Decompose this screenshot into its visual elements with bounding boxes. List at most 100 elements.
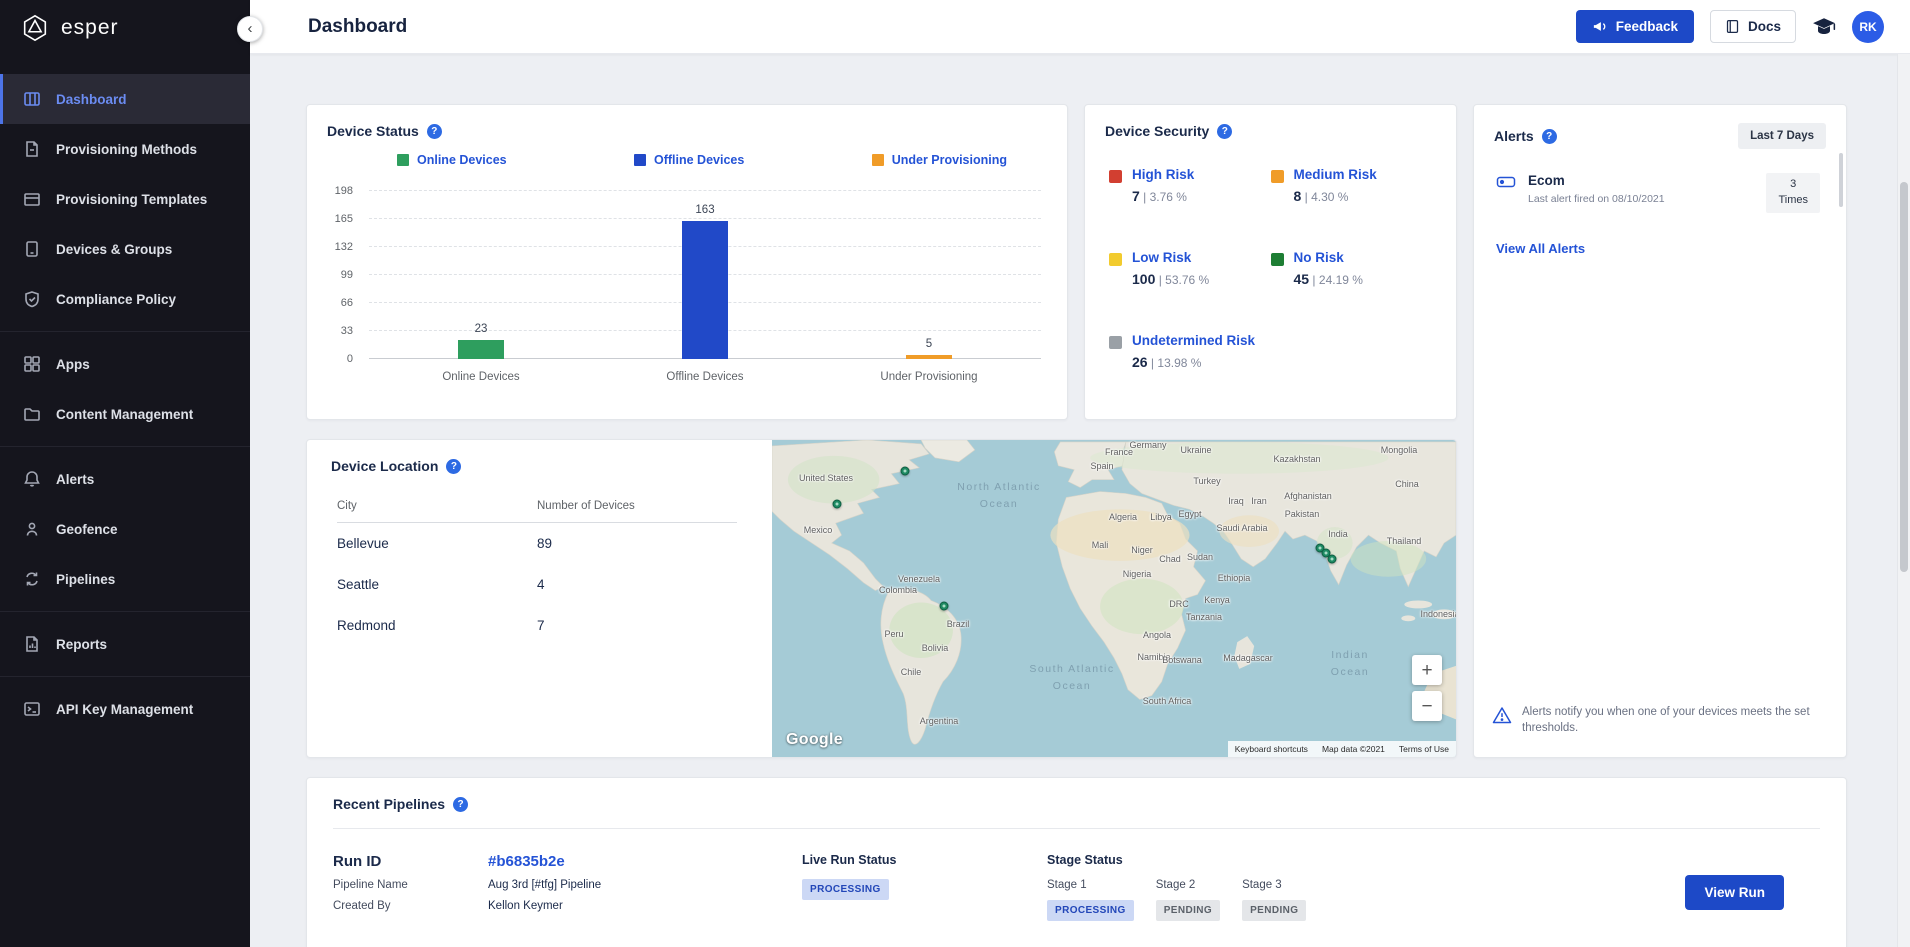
sidebar-collapse-button[interactable]: ‹ [237,16,263,42]
risk-label[interactable]: Low Risk [1132,250,1192,265]
zoom-in-button[interactable]: + [1412,655,1442,685]
country-label: Argentina [919,716,959,726]
country-label: Iraq [1228,496,1244,506]
feedback-label: Feedback [1615,19,1678,34]
country-label: Algeria [1108,512,1138,522]
bar-online-devices [458,339,504,359]
risk-label[interactable]: No Risk [1293,250,1344,265]
main-area: Dashboard Feedback Docs RK Device Status [250,0,1910,947]
geofence-person-icon [26,522,38,536]
device-status-yaxis: 0 33 66 99 132 165 198 [334,185,353,365]
device-status-card: Device Status ? Online Devices Offline De… [306,104,1068,420]
device-location-panel: Device Location ? City Number of Devices… [307,440,772,757]
risk-label[interactable]: High Risk [1132,167,1195,182]
country-label: Thailand [1386,536,1422,546]
country-label: DRC [1169,599,1189,609]
sidebar-item-compliance-policy[interactable]: Compliance Policy [0,274,250,324]
nav-separator [0,446,250,447]
help-icon[interactable]: ? [426,123,442,139]
sidebar-item-reports[interactable]: Reports [0,619,250,669]
shield-check-icon [25,291,39,308]
device-status-legend: Online Devices Offline Devices Under Provi… [397,153,1007,167]
folder-icon [24,408,40,421]
scrollbar-thumb[interactable] [1900,182,1908,572]
country-label: Iran [1251,496,1267,506]
sidebar-item-dashboard[interactable]: Dashboard [0,74,250,124]
device-security-grid: High Risk 7 | 3.76 % Medium Risk 8 | 4.3… [1085,139,1456,370]
view-run-button[interactable]: View Run [1685,875,1784,910]
run-id-link[interactable]: #b6835b2e [488,853,565,870]
risk-color-swatch [1109,253,1122,266]
risk-label[interactable]: Medium Risk [1293,167,1377,182]
city-cell: Seattle [337,577,380,592]
device-location-marker[interactable] [1321,548,1331,558]
world-map[interactable]: North Atlantic Ocean South Atlantic Ocean… [772,440,1456,757]
sidebar-item-apps[interactable]: Apps [0,339,250,389]
country-label: Mali [1091,540,1109,550]
sidebar-item-alerts[interactable]: Alerts [0,454,250,504]
risk-color-swatch [1270,253,1284,266]
sidebar-item-label: Dashboard [56,91,127,107]
dashboard-icon [24,92,40,106]
docs-button[interactable]: Docs [1709,10,1796,43]
country-label: Mongolia [1380,445,1418,455]
devices-groups-icon [26,241,38,257]
table-row: Bellevue 89 [337,523,737,564]
bar-offline-devices [682,220,728,359]
ocean-label: South Atlantic Ocean [1029,663,1115,692]
sidebar-item-pipelines[interactable]: Pipelines [0,554,250,604]
alert-type-icon [1496,176,1516,188]
zoom-out-button[interactable]: − [1412,691,1442,721]
user-avatar[interactable]: RK [1852,10,1884,43]
map-data-copyright: Map data ©2021 [1321,744,1385,754]
device-location-marker[interactable] [1315,543,1325,553]
feedback-button[interactable]: Feedback [1575,10,1694,43]
device-location-marker[interactable] [832,499,842,509]
alerts-list-scrollbar[interactable] [1839,153,1843,207]
legend-item[interactable]: Offline Devices [634,153,744,167]
sidebar-item-devices-groups[interactable]: Devices & Groups [0,224,250,274]
risk-label[interactable]: Undetermined Risk [1132,333,1256,348]
help-icon[interactable]: ? [453,796,469,812]
alerts-note-text: Alerts notify you when one of your devic… [1522,705,1810,735]
alerts-range-button[interactable]: Last 7 Days [1738,123,1826,149]
nav-separator [0,331,250,332]
keyboard-shortcuts-link[interactable]: Keyboard shortcuts [1234,744,1308,754]
alert-list-item[interactable]: Ecom Last alert fired on 08/10/2021 3 Ti… [1496,173,1820,213]
sidebar-item-label: Apps [56,356,90,372]
country-label: France [1104,447,1134,457]
logo-text: esper [61,16,119,39]
sidebar-item-content-management[interactable]: Content Management [0,389,250,439]
sidebar-item-label: Alerts [56,471,95,487]
device-location-marker[interactable] [900,466,910,476]
sidebar-nav: Dashboard Provisioning Methods Provision… [0,74,250,734]
legend-item[interactable]: Online Devices [397,153,507,167]
country-label: Indonesia [1420,609,1456,619]
sidebar-item-provisioning-templates[interactable]: Provisioning Templates [0,174,250,224]
apps-grid-icon [24,356,40,372]
city-cell: Bellevue [337,536,389,551]
country-label: Afghanistan [1284,491,1332,501]
help-icon[interactable]: ? [446,458,462,474]
sidebar: esper Dashboard Provisioning Methods Pro… [0,0,250,947]
country-label: Egypt [1178,509,1202,519]
device-status-xlabels: Online Devices Offline Devices Under Provi… [369,371,1041,383]
risk-item-medium: Medium Risk 8 | 4.30 % [1270,167,1433,204]
sidebar-item-api-key-management[interactable]: API Key Management [0,684,250,734]
google-logo[interactable]: Google [786,731,843,748]
sidebar-item-provisioning-methods[interactable]: Provisioning Methods [0,124,250,174]
view-all-alerts-link[interactable]: View All Alerts [1496,240,1586,256]
device-location-marker[interactable] [939,601,949,611]
risk-count: 26 [1132,354,1148,370]
help-icon[interactable]: ? [1217,123,1233,139]
sidebar-item-geofence[interactable]: Geofence [0,504,250,554]
device-location-marker[interactable] [1327,554,1337,564]
graduation-cap-icon[interactable] [1812,16,1836,38]
risk-pct: 24.19 % [1318,273,1363,287]
docs-label: Docs [1747,19,1781,34]
divider [333,828,1820,829]
legend-item[interactable]: Under Provisioning [871,153,1007,167]
help-icon[interactable]: ? [1541,128,1557,144]
country-label: Kenya [1204,595,1230,605]
terms-of-use-link[interactable]: Terms of Use [1398,744,1449,754]
